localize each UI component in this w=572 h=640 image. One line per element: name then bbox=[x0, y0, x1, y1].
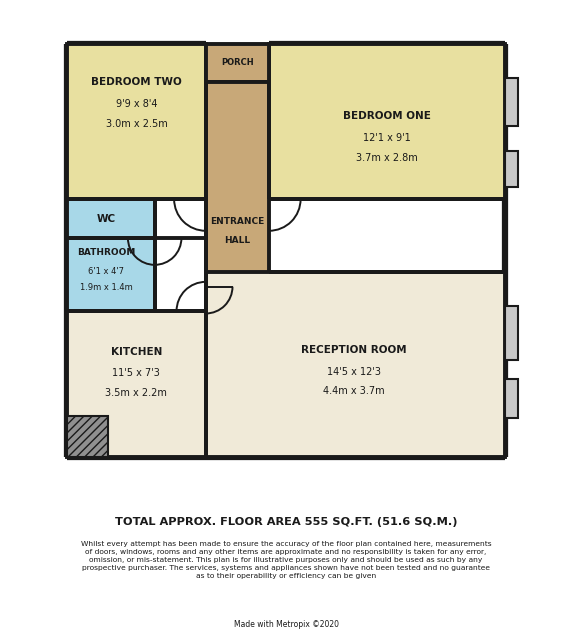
Text: 14'5 x 12'3: 14'5 x 12'3 bbox=[327, 367, 381, 377]
Text: 6'1 x 4'7: 6'1 x 4'7 bbox=[88, 267, 124, 276]
Text: BEDROOM ONE: BEDROOM ONE bbox=[343, 111, 431, 122]
Text: BATHROOM: BATHROOM bbox=[77, 248, 135, 257]
Text: 11'5 x 7'3: 11'5 x 7'3 bbox=[113, 368, 160, 378]
Bar bbox=[505, 379, 518, 418]
Text: 3.5m x 2.2m: 3.5m x 2.2m bbox=[105, 388, 168, 397]
Text: Whilst every attempt has been made to ensure the accuracy of the floor plan cont: Whilst every attempt has been made to en… bbox=[81, 541, 491, 579]
Bar bbox=[206, 44, 269, 83]
Bar bbox=[67, 238, 154, 311]
Bar bbox=[67, 311, 206, 457]
Text: WC: WC bbox=[97, 214, 116, 223]
Bar bbox=[505, 150, 518, 187]
Bar bbox=[505, 306, 518, 360]
Text: PORCH: PORCH bbox=[221, 58, 253, 67]
Text: HALL: HALL bbox=[224, 236, 251, 245]
Bar bbox=[269, 44, 505, 199]
Text: 1.9m x 1.4m: 1.9m x 1.4m bbox=[80, 283, 132, 292]
Bar bbox=[206, 83, 269, 287]
Text: 4.4m x 3.7m: 4.4m x 3.7m bbox=[323, 387, 385, 396]
Bar bbox=[206, 272, 505, 457]
Bar bbox=[505, 77, 518, 126]
Bar bbox=[67, 415, 109, 457]
Text: Made with Metropix ©2020: Made with Metropix ©2020 bbox=[233, 620, 339, 628]
Text: 3.7m x 2.8m: 3.7m x 2.8m bbox=[356, 153, 418, 163]
Bar bbox=[67, 44, 206, 199]
Text: TOTAL APPROX. FLOOR AREA 555 SQ.FT. (51.6 SQ.M.): TOTAL APPROX. FLOOR AREA 555 SQ.FT. (51.… bbox=[115, 517, 457, 527]
Text: RECEPTION ROOM: RECEPTION ROOM bbox=[301, 345, 407, 355]
Text: KITCHEN: KITCHEN bbox=[111, 348, 162, 357]
Text: BEDROOM TWO: BEDROOM TWO bbox=[91, 77, 182, 88]
Text: 3.0m x 2.5m: 3.0m x 2.5m bbox=[106, 119, 167, 129]
Text: 12'1 x 9'1: 12'1 x 9'1 bbox=[363, 133, 411, 143]
Bar bbox=[67, 199, 154, 238]
Text: ENTRANCE: ENTRANCE bbox=[210, 216, 264, 225]
Text: 9'9 x 8'4: 9'9 x 8'4 bbox=[116, 99, 157, 109]
